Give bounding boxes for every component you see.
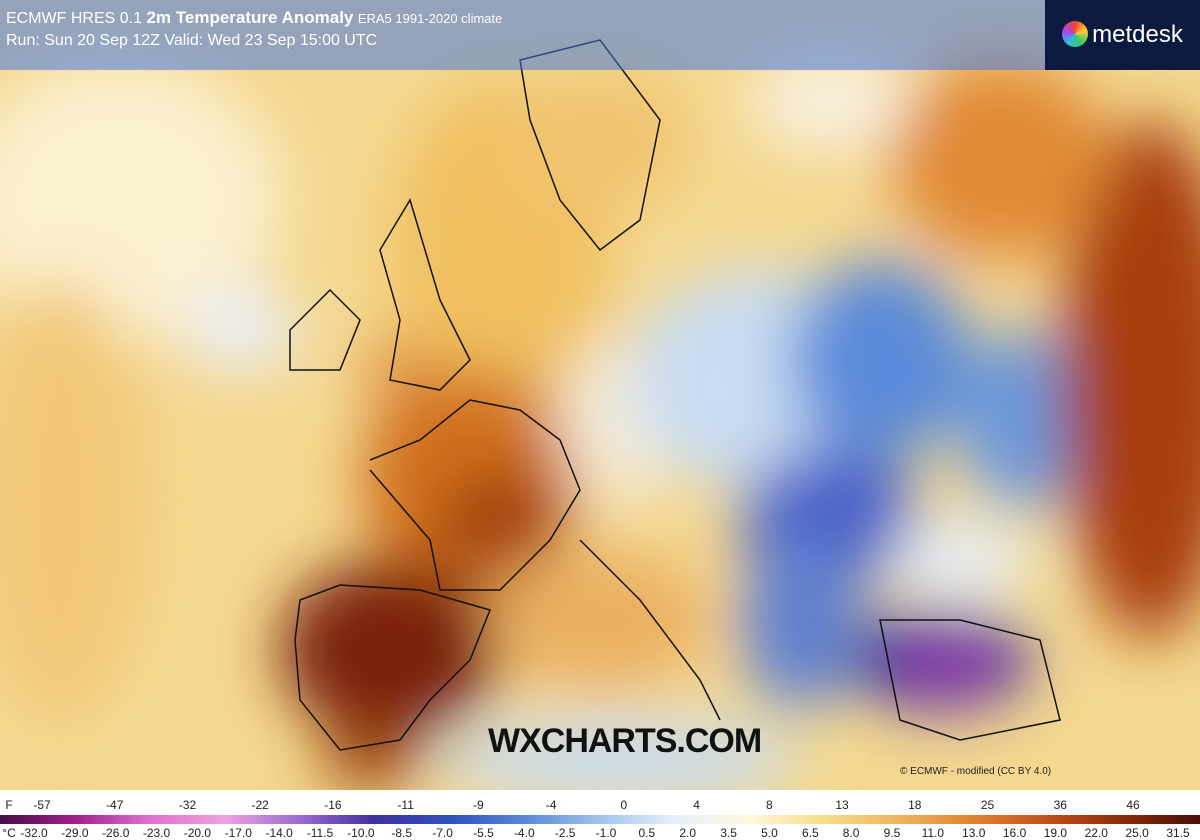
c-tick-label: 25.0 [1125, 826, 1149, 840]
f-tick-label: 8 [765, 798, 773, 812]
logo-text: metdesk [1092, 21, 1183, 48]
c-tick-label: -20.0 [183, 826, 212, 840]
c-tick-label: 22.0 [1084, 826, 1108, 840]
c-tick-label: -26.0 [102, 826, 130, 840]
c-tick-label: -8.5 [391, 826, 413, 840]
c-tick-label: -2.5 [554, 826, 576, 840]
c-tick-label: -10.0 [347, 826, 375, 840]
f-tick-label: 25 [980, 798, 995, 812]
c-tick-label: 0.5 [638, 826, 656, 840]
title: 2m Temperature Anomaly [146, 8, 354, 27]
c-unit: °C [2, 826, 16, 840]
c-tick-label: 13.0 [962, 826, 986, 840]
watermark: WXCHARTS.COM [488, 722, 762, 760]
f-tick-label: -32 [178, 798, 197, 812]
header: ECMWF HRES 0.1 2m Temperature Anomaly ER… [0, 0, 1045, 70]
c-tick-label: 2.0 [679, 826, 697, 840]
c-tick-label: 19.0 [1043, 826, 1068, 840]
f-tick-label: -47 [106, 798, 124, 812]
c-tick-label: 31.5 [1166, 826, 1190, 840]
c-tick-label: 5.0 [761, 826, 778, 840]
c-tick-label: -7.0 [432, 826, 453, 840]
c-tick-label: -17.0 [224, 826, 252, 840]
f-tick-label: -57 [33, 798, 51, 812]
color-bar [0, 815, 1200, 824]
c-tick-label: -23.0 [142, 826, 171, 840]
f-tick-label: 46 [1126, 798, 1140, 812]
f-tick-label: -4 [545, 798, 557, 812]
c-tick-label: 9.5 [883, 826, 901, 840]
c-tick-label: -29.0 [61, 826, 89, 840]
c-tick-label: 11.0 [921, 826, 945, 840]
f-tick-label: -9 [473, 798, 484, 812]
c-tick-label: -32.0 [20, 826, 48, 840]
c-tick-label: -4.0 [513, 826, 535, 840]
c-tick-label: 6.5 [801, 826, 819, 840]
f-tick-label: 18 [908, 798, 922, 812]
f-tick-label: 13 [835, 798, 849, 812]
f-tick-label: 0 [620, 798, 628, 812]
coastlines [289, 39, 1061, 751]
credit: © ECMWF - modified (CC BY 4.0) [900, 766, 1052, 777]
header-line: ECMWF HRES 0.1 2m Temperature Anomaly ER… [6, 8, 502, 28]
map [0, 0, 1200, 790]
f-tick-label: 4 [693, 798, 700, 812]
climate: ERA5 1991-2020 climate [357, 11, 503, 26]
legend: F °C -57 -47 -32 -22 -16 -11 -9 -4 0 4 8 13 18 25 36 46… [0, 790, 1200, 840]
anomaly-field [0, 50, 1200, 790]
run-info: Run: Sun 20 Sep 12Z Valid: Wed 23 Sep 15… [6, 32, 378, 49]
logo: metdesk [1045, 0, 1200, 70]
model: ECMWF HRES 0.1 [6, 10, 143, 27]
c-tick-label: 8.0 [842, 826, 860, 840]
f-tick-label: -11 [397, 798, 414, 812]
c-tick-label: -14.0 [265, 826, 293, 840]
c-tick-label: -1.0 [595, 826, 617, 840]
f-unit: F [5, 798, 13, 812]
c-tick-label: -5.5 [473, 826, 494, 840]
f-tick-label: -22 [251, 798, 269, 812]
c-tick-label: -11.5 [306, 826, 334, 840]
c-tick-label: 3.5 [720, 826, 737, 840]
f-tick-label: 36 [1053, 798, 1067, 812]
c-tick-label: 16.0 [1002, 826, 1027, 840]
f-tick-label: -16 [324, 798, 342, 812]
